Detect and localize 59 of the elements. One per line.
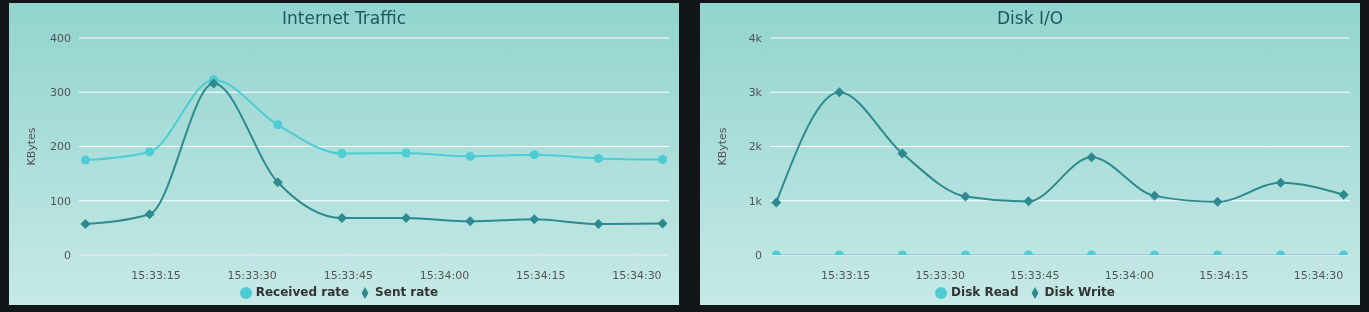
x-tick-label: 15:34:15 bbox=[1199, 268, 1249, 282]
x-tick-label: 15:33:15 bbox=[131, 268, 181, 282]
y-tick-label: 4k bbox=[748, 31, 763, 45]
x-tick-label: 15:34:00 bbox=[1104, 268, 1155, 282]
point bbox=[273, 120, 283, 130]
chart-title: Disk I/O bbox=[995, 7, 1064, 30]
y-tick-label: 300 bbox=[50, 86, 71, 100]
point bbox=[897, 148, 908, 159]
point bbox=[1212, 196, 1223, 207]
x-tick-label: 15:34:30 bbox=[612, 268, 662, 282]
point bbox=[657, 218, 668, 229]
point bbox=[529, 214, 540, 225]
y-tick-label: 3k bbox=[748, 86, 763, 100]
x-tick-label: 15:34:30 bbox=[1293, 268, 1344, 282]
point bbox=[465, 216, 476, 227]
legend-label: Sent rate bbox=[375, 285, 439, 299]
point bbox=[834, 87, 845, 98]
point bbox=[1338, 189, 1349, 200]
point bbox=[336, 213, 347, 224]
point bbox=[658, 155, 668, 165]
y-axis-title: KBytes bbox=[715, 127, 729, 166]
y-tick-label: 400 bbox=[50, 31, 71, 45]
x-tick-label: 15:34:00 bbox=[419, 268, 470, 282]
point bbox=[593, 153, 603, 163]
point bbox=[401, 148, 411, 158]
y-tick-label: 1k bbox=[748, 194, 763, 208]
point bbox=[80, 155, 90, 165]
y-axis-title: KBytes bbox=[24, 127, 38, 166]
point bbox=[1086, 152, 1097, 163]
x-tick-label: 15:33:45 bbox=[323, 268, 374, 282]
point bbox=[80, 219, 91, 230]
chart-title: Internet Traffic bbox=[281, 7, 407, 30]
legend-label: Received rate bbox=[255, 285, 350, 299]
point bbox=[593, 219, 604, 230]
point bbox=[208, 78, 219, 89]
y-tick-label: 200 bbox=[50, 140, 71, 154]
y-tick-label: 0 bbox=[755, 248, 762, 262]
x-tick-label: 15:33:15 bbox=[820, 268, 871, 282]
point bbox=[465, 151, 475, 161]
legend-label: Disk Write bbox=[1044, 285, 1115, 299]
point bbox=[337, 149, 347, 159]
point bbox=[771, 197, 782, 208]
x-tick-label: 15:33:30 bbox=[915, 268, 965, 282]
y-tick-label: 2k bbox=[748, 140, 763, 154]
legend-label: Disk Read bbox=[951, 285, 1019, 299]
x-tick-label: 15:33:45 bbox=[1010, 268, 1060, 282]
point bbox=[1275, 177, 1286, 188]
point bbox=[960, 191, 971, 202]
point bbox=[1023, 196, 1034, 207]
x-tick-label: 15:34:15 bbox=[516, 268, 566, 282]
point bbox=[529, 150, 539, 160]
point bbox=[401, 213, 412, 224]
y-tick-label: 100 bbox=[50, 194, 71, 208]
point bbox=[144, 209, 155, 220]
x-tick-label: 15:33:30 bbox=[227, 268, 277, 282]
point bbox=[272, 177, 283, 188]
y-tick-label: 0 bbox=[64, 248, 71, 262]
point bbox=[1149, 190, 1160, 201]
point bbox=[145, 147, 155, 157]
